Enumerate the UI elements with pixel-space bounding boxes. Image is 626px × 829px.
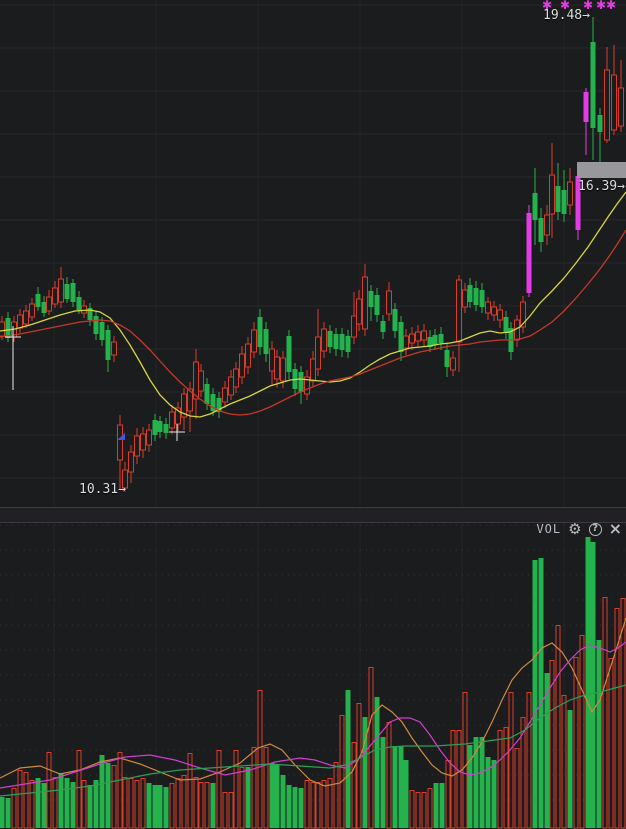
high-price-label: 19.48→ <box>543 8 590 23</box>
ma-fast-yellow <box>0 191 626 418</box>
star-marker-icon: ✱ <box>596 0 606 12</box>
star-marker-icon: ✱ <box>606 0 616 12</box>
volume-indicator-label: VOL <box>536 522 562 536</box>
star-marker-icon: ✱ <box>583 0 593 12</box>
star-marker-icon: ✱ <box>560 0 570 12</box>
vol-ma-magenta <box>0 641 626 789</box>
help-icon[interactable]: ? <box>588 522 602 536</box>
close-icon[interactable]: × <box>608 519 622 538</box>
vol-ma-orange <box>0 617 626 787</box>
blue-arrow-marker <box>117 433 125 440</box>
settings-gear-icon[interactable]: ⚙ <box>568 519 582 538</box>
ma-slow-red <box>0 229 626 416</box>
last-price-tag <box>577 162 626 178</box>
low-price-label: 10.31→ <box>79 482 126 497</box>
volume-indicator-header: VOL ⚙ ? × <box>0 520 622 538</box>
last-price-label: 16.39→ <box>578 179 625 194</box>
pane-splitter[interactable] <box>0 507 626 523</box>
star-marker-icon: ✱ <box>542 0 552 12</box>
vol-ma-green <box>0 684 626 797</box>
